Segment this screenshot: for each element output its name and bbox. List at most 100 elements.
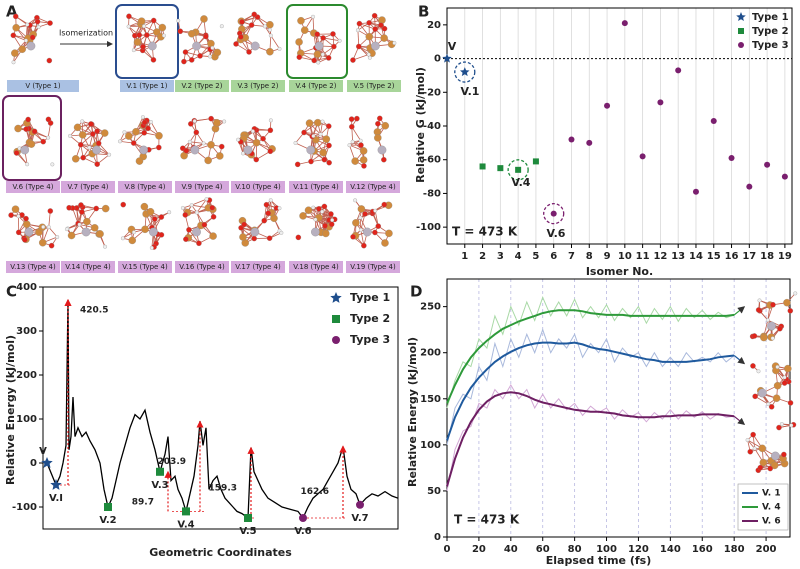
atom [25, 116, 31, 123]
highlight-circle [543, 203, 565, 225]
x-tick-label: 12 [653, 251, 667, 262]
square-marker [244, 514, 252, 522]
bond [188, 229, 200, 244]
atom [213, 48, 222, 57]
atom [322, 222, 328, 229]
atom [374, 134, 382, 142]
atom [189, 203, 194, 208]
atom [151, 216, 158, 222]
atom [331, 43, 337, 50]
end-arrow [733, 415, 746, 426]
structure-label: V.6 (Type 4) [12, 183, 53, 191]
circle-marker [356, 500, 364, 509]
barrier-label: 420.5 [80, 305, 108, 315]
atom [377, 145, 387, 155]
circle-marker [621, 20, 628, 27]
highlight-box [115, 4, 179, 79]
atom [236, 137, 241, 142]
atom [183, 236, 189, 242]
atom [295, 234, 302, 241]
atom [90, 131, 96, 137]
atom [67, 231, 76, 240]
smoothed-trajectory [446, 391, 735, 487]
structure-label: V.4 (Type 2) [295, 82, 336, 90]
atom [24, 38, 28, 43]
atom [775, 365, 780, 369]
x-tick-label: 5 [532, 251, 539, 262]
x-tick-label: 9 [604, 251, 611, 262]
atom [319, 148, 327, 157]
atom [297, 16, 305, 25]
atom [101, 204, 110, 213]
plot-frame [446, 7, 793, 245]
atom [188, 57, 195, 63]
atom [294, 161, 301, 168]
atom [767, 321, 776, 331]
atom [356, 43, 362, 50]
atom [776, 424, 782, 431]
atom [392, 41, 397, 45]
atom [46, 57, 53, 64]
atom [210, 45, 215, 50]
atom [158, 214, 165, 220]
atom [192, 227, 201, 237]
x-tick-label: 16 [725, 251, 739, 262]
y-axis-label: Relative Energy (kJ/mol) [406, 337, 419, 487]
structure-label-bg [347, 80, 401, 92]
atom [183, 147, 190, 154]
atom [358, 228, 363, 232]
atom [268, 198, 273, 203]
atom [295, 38, 303, 46]
atom [347, 143, 352, 148]
atom [267, 127, 274, 134]
legend-marker [332, 315, 340, 323]
atom [248, 22, 255, 28]
structure-label: V.17 (Type 4) [235, 263, 281, 271]
point-annotation: V.4 [512, 176, 531, 189]
atom [133, 38, 142, 46]
atom [140, 43, 146, 50]
atom [320, 35, 326, 41]
point-label: V.5 [239, 526, 256, 537]
atom [300, 26, 309, 34]
atom [128, 236, 137, 245]
x-tick-label: 19 [778, 251, 792, 262]
y-tick-label: 100 [16, 414, 37, 425]
atom [267, 148, 274, 155]
structure-label: V.5 (Type 2) [353, 82, 394, 90]
square-marker [497, 165, 504, 172]
atom [149, 227, 158, 237]
structure-label: V.18 (Type 4) [293, 263, 339, 271]
atom [155, 132, 163, 140]
atom [267, 27, 272, 32]
atom [375, 223, 382, 229]
atom [372, 26, 378, 32]
atom [772, 394, 781, 402]
atom [88, 121, 94, 127]
atom [48, 242, 55, 249]
atom [377, 115, 383, 122]
atom [793, 291, 798, 296]
x-tick-label: 7 [568, 251, 575, 262]
atom [353, 198, 358, 203]
atom [213, 119, 221, 127]
atom [308, 158, 314, 165]
atom [140, 202, 149, 211]
atom [263, 201, 270, 208]
panel-label: B [418, 3, 429, 21]
atom [150, 17, 157, 24]
x-tick-label: 120 [628, 544, 649, 555]
structure-label: V.19 (Type 4) [350, 263, 396, 271]
atom [378, 22, 384, 28]
panel-label: C [6, 283, 17, 301]
barrier-label: 159.3 [209, 483, 237, 493]
x-tick-label: 3 [497, 251, 504, 262]
atom [34, 18, 41, 25]
structure-label: V.15 (Type 4) [122, 263, 168, 271]
atom [350, 57, 356, 63]
atom [313, 50, 322, 58]
atom [320, 209, 325, 214]
atom [752, 446, 757, 451]
atom [222, 119, 227, 124]
